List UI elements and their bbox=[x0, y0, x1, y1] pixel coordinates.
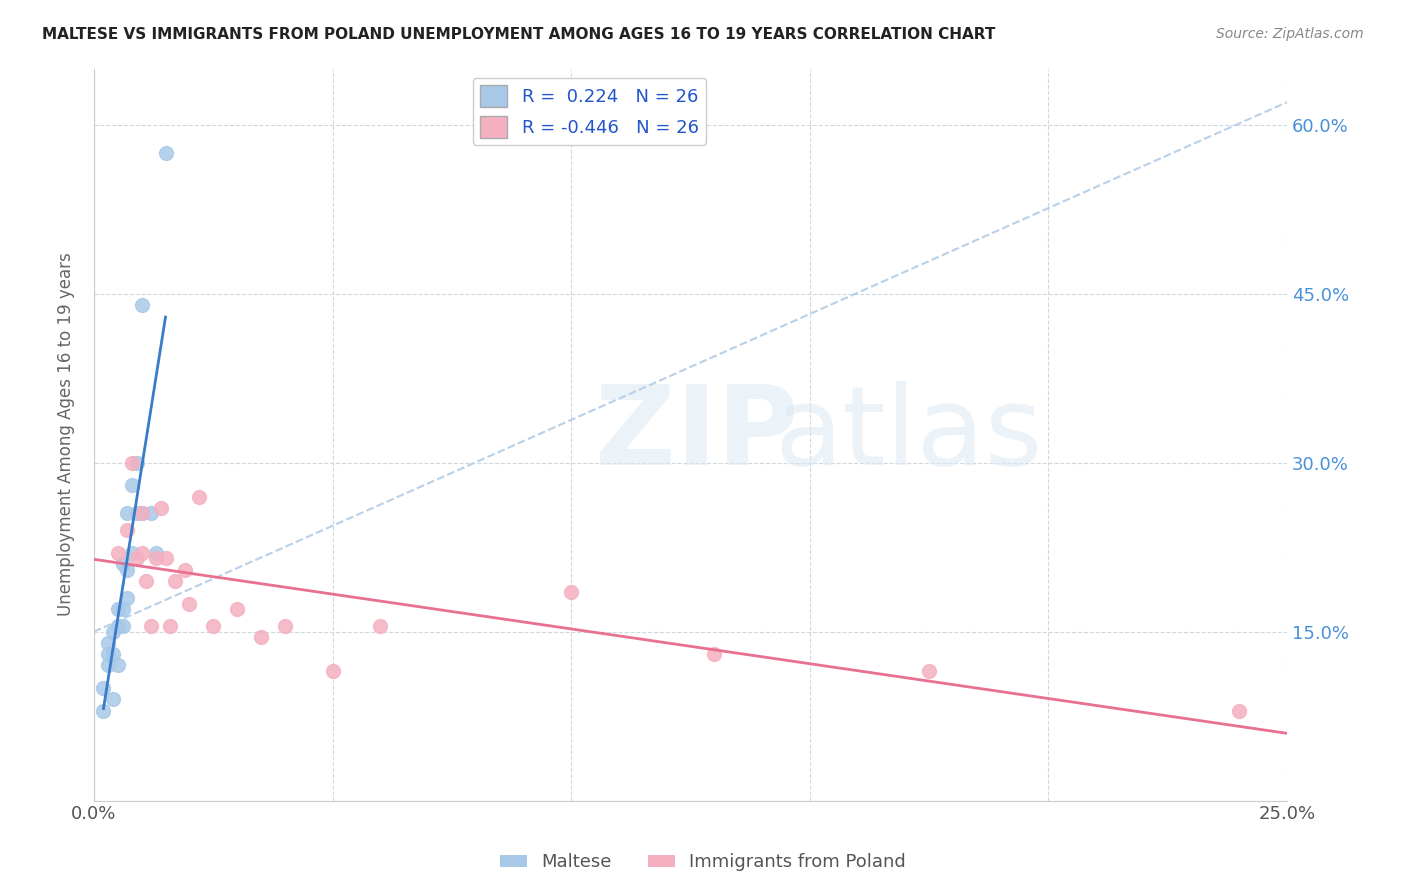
Point bbox=[101, 692, 124, 706]
Point bbox=[141, 619, 163, 633]
Point bbox=[121, 478, 143, 492]
Text: MALTESE VS IMMIGRANTS FROM POLAND UNEMPLOYMENT AMONG AGES 16 TO 19 YEARS CORRELA: MALTESE VS IMMIGRANTS FROM POLAND UNEMPL… bbox=[42, 27, 995, 42]
Point bbox=[155, 146, 177, 161]
Point bbox=[149, 500, 172, 515]
Point bbox=[703, 647, 725, 661]
Point bbox=[101, 624, 124, 639]
Point bbox=[93, 681, 115, 695]
Point bbox=[155, 551, 177, 566]
Point bbox=[135, 574, 157, 588]
Text: atlas: atlas bbox=[773, 381, 1042, 488]
Point bbox=[560, 585, 582, 599]
Point bbox=[97, 636, 120, 650]
Point bbox=[107, 658, 129, 673]
Point bbox=[159, 619, 181, 633]
Point bbox=[226, 602, 249, 616]
Text: ZIP: ZIP bbox=[595, 381, 799, 488]
Point bbox=[131, 507, 153, 521]
Point bbox=[101, 647, 124, 661]
Point bbox=[321, 664, 343, 678]
Point bbox=[97, 658, 120, 673]
Point bbox=[93, 704, 115, 718]
Point bbox=[125, 507, 148, 521]
Point bbox=[111, 619, 134, 633]
Point bbox=[202, 619, 225, 633]
Point bbox=[111, 557, 134, 571]
Point bbox=[250, 630, 273, 644]
Point bbox=[117, 591, 139, 605]
Point bbox=[179, 597, 201, 611]
Point bbox=[111, 602, 134, 616]
Point bbox=[107, 546, 129, 560]
Point bbox=[1227, 704, 1250, 718]
Point bbox=[145, 546, 167, 560]
Point bbox=[107, 619, 129, 633]
Point bbox=[131, 546, 153, 560]
Point bbox=[125, 456, 148, 470]
Point bbox=[274, 619, 297, 633]
Y-axis label: Unemployment Among Ages 16 to 19 years: Unemployment Among Ages 16 to 19 years bbox=[58, 252, 75, 616]
Point bbox=[165, 574, 187, 588]
Point bbox=[117, 524, 139, 538]
Legend: Maltese, Immigrants from Poland: Maltese, Immigrants from Poland bbox=[492, 847, 914, 879]
Point bbox=[97, 647, 120, 661]
Point bbox=[187, 490, 209, 504]
Point bbox=[125, 551, 148, 566]
Text: Source: ZipAtlas.com: Source: ZipAtlas.com bbox=[1216, 27, 1364, 41]
Legend: R =  0.224   N = 26, R = -0.446   N = 26: R = 0.224 N = 26, R = -0.446 N = 26 bbox=[472, 78, 706, 145]
Point bbox=[107, 602, 129, 616]
Point bbox=[117, 563, 139, 577]
Point bbox=[918, 664, 941, 678]
Point bbox=[131, 507, 153, 521]
Point bbox=[117, 507, 139, 521]
Point bbox=[141, 507, 163, 521]
Point bbox=[173, 563, 195, 577]
Point bbox=[121, 456, 143, 470]
Point bbox=[131, 298, 153, 312]
Point bbox=[121, 546, 143, 560]
Point bbox=[145, 551, 167, 566]
Point bbox=[368, 619, 391, 633]
